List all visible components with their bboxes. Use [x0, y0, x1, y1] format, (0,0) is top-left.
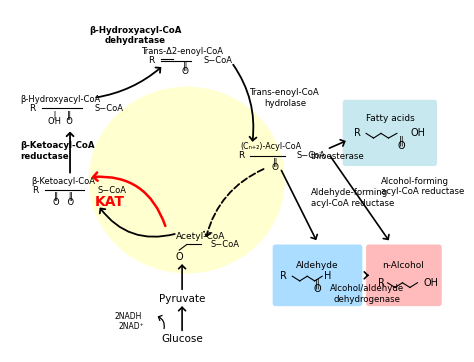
Text: β-Ketoacyl-CoA: β-Ketoacyl-CoA: [31, 177, 95, 186]
Text: Trans-Δ2-enoyl-CoA: Trans-Δ2-enoyl-CoA: [141, 47, 223, 56]
Text: Glucose: Glucose: [161, 334, 203, 344]
Text: thioesterase: thioesterase: [311, 152, 365, 161]
Text: O: O: [398, 142, 405, 151]
Text: ‖: ‖: [315, 278, 320, 289]
Text: R: R: [32, 186, 38, 195]
Text: OH: OH: [424, 278, 439, 288]
Text: 2NADH: 2NADH: [115, 312, 142, 321]
Text: R: R: [354, 129, 361, 138]
FancyBboxPatch shape: [343, 100, 437, 166]
FancyBboxPatch shape: [366, 244, 442, 306]
Text: R: R: [238, 151, 244, 160]
Text: O   O: O O: [53, 198, 74, 207]
Text: (Cₙ₊₂)-Acyl-CoA: (Cₙ₊₂)-Acyl-CoA: [240, 142, 301, 151]
Ellipse shape: [89, 87, 285, 273]
Text: O: O: [175, 252, 183, 262]
Text: O: O: [272, 163, 279, 172]
Text: Alcohol-forming
acyl-CoA reductase: Alcohol-forming acyl-CoA reductase: [381, 177, 465, 196]
Text: R: R: [148, 56, 155, 65]
Text: ‖: ‖: [399, 136, 404, 146]
Text: Aldehyde-forming
acyl-CoA reductase: Aldehyde-forming acyl-CoA reductase: [311, 188, 394, 207]
Text: Pyruvate: Pyruvate: [159, 294, 205, 304]
Text: Trans-enoyl-CoA
hydrolase: Trans-enoyl-CoA hydrolase: [250, 88, 319, 108]
Text: KAT: KAT: [95, 195, 125, 210]
Text: S−CoA: S−CoA: [94, 104, 123, 113]
Text: ‖    ‖: ‖ ‖: [54, 192, 73, 201]
Text: |    ‖: | ‖: [51, 111, 71, 120]
Text: O: O: [314, 284, 321, 294]
Text: ‖: ‖: [273, 158, 278, 167]
Text: R: R: [378, 278, 384, 288]
Text: S−CoA: S−CoA: [210, 240, 239, 249]
FancyBboxPatch shape: [273, 244, 362, 306]
Text: H: H: [324, 271, 331, 281]
Text: Acetyl-CoA: Acetyl-CoA: [176, 232, 226, 241]
Text: ‖: ‖: [182, 62, 187, 71]
Text: S−CoA: S−CoA: [97, 186, 126, 195]
Text: S−CoA: S−CoA: [296, 151, 325, 160]
Text: Alcohol/aldehyde
dehydrogenase: Alcohol/aldehyde dehydrogenase: [330, 284, 404, 304]
Text: R: R: [29, 104, 36, 113]
Text: β-Hydroxyacyl-CoA
dehydratase: β-Hydroxyacyl-CoA dehydratase: [89, 26, 182, 45]
Text: Fatty acids: Fatty acids: [366, 114, 415, 123]
Text: β-Ketoacyl-CoA
reductase: β-Ketoacyl-CoA reductase: [20, 142, 95, 161]
Text: Aldehyde: Aldehyde: [296, 261, 339, 270]
Text: n-Alcohol: n-Alcohol: [383, 261, 424, 270]
Text: OH  O: OH O: [48, 117, 73, 126]
Text: S−CoA: S−CoA: [203, 56, 233, 65]
Text: 2NAD⁺: 2NAD⁺: [119, 322, 145, 331]
Text: O: O: [182, 67, 188, 76]
Text: R: R: [280, 271, 286, 281]
Text: OH: OH: [411, 129, 426, 138]
Text: β-Hydroxyacyl-CoA: β-Hydroxyacyl-CoA: [20, 95, 101, 104]
